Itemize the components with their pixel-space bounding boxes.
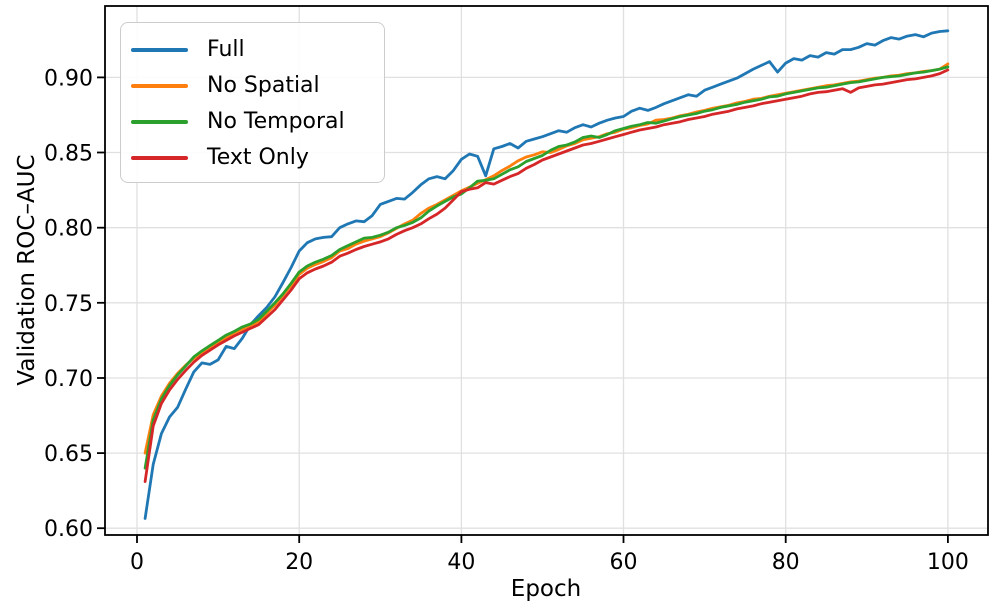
tick-label-y-0.75: 0.75 (44, 292, 93, 317)
legend-line-sample-full (131, 48, 188, 52)
tick-label-y-0.7: 0.70 (44, 367, 93, 392)
legend-label-no-temporal: No Temporal (207, 109, 345, 134)
series-line-text-only (143, 68, 950, 483)
legend-item-no-temporal: No Temporal (131, 104, 384, 140)
legend: Full No Spatial No Temporal Text Only (120, 22, 385, 183)
tick-label-x-80: 80 (772, 550, 800, 575)
tick-label-x-0: 0 (130, 550, 144, 575)
tick-label-x-100: 100 (927, 550, 969, 575)
series-line-full (143, 29, 950, 520)
tick-label-y-0.65: 0.65 (44, 442, 93, 467)
tick-label-y-0.8: 0.80 (44, 217, 93, 242)
legend-line-sample-no-spatial (131, 84, 188, 88)
tick-label-x-60: 60 (610, 550, 638, 575)
tick-label-y-0.9: 0.90 (44, 66, 93, 91)
legend-label-text-only: Text Only (207, 145, 309, 170)
tick-label-x-40: 40 (447, 550, 475, 575)
legend-label-no-spatial: No Spatial (207, 73, 320, 98)
y-axis-label: Validation ROC–AUC (14, 154, 40, 386)
x-axis-label: Epoch (510, 576, 582, 602)
legend-line-sample-no-temporal (131, 120, 188, 124)
legend-label-full: Full (207, 37, 245, 62)
legend-line-sample-text-only (131, 156, 188, 160)
tick-label-y-0.85: 0.85 (44, 142, 93, 167)
legend-item-no-spatial: No Spatial (131, 68, 384, 104)
series-line-no-temporal (143, 65, 950, 470)
legend-item-full: Full (131, 32, 384, 68)
axes-frame (104, 5, 989, 536)
legend-item-text-only: Text Only (131, 140, 384, 176)
tick-label-x-20: 20 (285, 550, 313, 575)
tick-label-y-0.6: 0.60 (44, 517, 93, 542)
